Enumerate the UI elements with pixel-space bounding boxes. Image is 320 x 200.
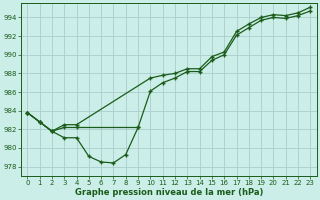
X-axis label: Graphe pression niveau de la mer (hPa): Graphe pression niveau de la mer (hPa) xyxy=(75,188,263,197)
